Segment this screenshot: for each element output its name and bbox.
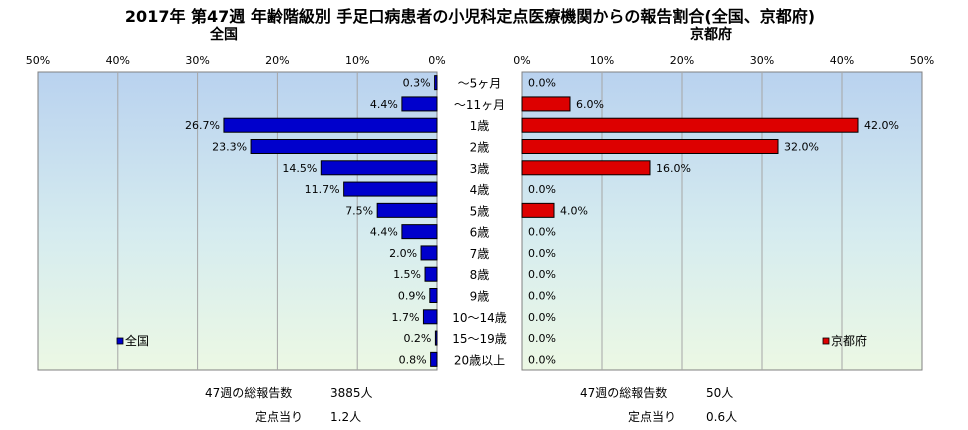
kyoto-legend-swatch [822,337,830,345]
kyoto-data-label: 0.0% [528,183,556,196]
kyoto-per-site-value: 0.6人 [706,410,738,424]
national-bar [401,224,438,240]
kyoto-data-label: 0.0% [528,290,556,303]
kyoto-data-label: 0.0% [528,77,556,90]
category-label: 7歳 [470,247,490,261]
category-label: 3歳 [470,162,490,176]
national-bar [434,330,438,346]
kyoto-data-label: 0.0% [528,268,556,281]
kyoto-bar [521,202,555,218]
national-panel-title: 全国 [210,27,238,43]
category-label: 4歳 [470,183,490,197]
kyoto-tick-label: 0% [513,54,530,67]
kyoto-data-label: 0.0% [528,226,556,239]
national-tick-label: 10% [345,54,369,67]
national-bar [420,245,438,261]
kyoto-data-label: 4.0% [560,204,588,217]
national-bar [320,160,438,176]
category-label: 20歳以上 [454,353,505,367]
kyoto-data-label: 16.0% [656,162,691,175]
kyoto-tick-label: 10% [590,54,614,67]
kyoto-data-label: 0.0% [528,247,556,260]
national-total-label: 47週の総報告数 [205,386,293,400]
national-bar [343,181,438,197]
kyoto-data-label: 0.0% [528,353,556,366]
category-label: 6歳 [470,226,490,240]
national-plot-area [37,71,438,371]
national-data-label: 11.7% [305,183,340,196]
kyoto-legend-label: 京都府 [831,333,867,348]
category-label: ～11ヶ月 [454,98,505,112]
chart-title: 2017年 第47週 年齢階級別 手足口病患者の小児科定点医療機関からの報告割合… [124,7,816,26]
national-tick-label: 30% [185,54,209,67]
national-data-label: 0.3% [403,77,431,90]
kyoto-bar [521,139,779,154]
kyoto-tick-label: 30% [750,54,774,67]
kyoto-data-label: 42.0% [864,119,899,132]
national-bar [430,351,438,367]
kyoto-data-label: 0.0% [528,311,556,324]
national-data-label: 4.4% [370,98,398,111]
national-data-label: 26.7% [185,119,220,132]
national-data-label: 14.5% [282,162,317,175]
national-tick-label: 20% [265,54,289,67]
kyoto-data-label: 6.0% [576,98,604,111]
kyoto-tick-label: 20% [670,54,694,67]
national-data-label: 0.2% [403,332,431,345]
kyoto-tick-label: 40% [830,54,854,67]
national-data-label: 4.4% [370,226,398,239]
national-data-label: 2.0% [389,247,417,260]
national-data-label: 0.9% [398,290,426,303]
category-label: 5歳 [470,204,490,218]
kyoto-per-site-label: 定点当り [628,410,677,424]
kyoto-bar [521,160,651,176]
kyoto-total-label: 47週の総報告数 [580,386,668,400]
national-per-site-label: 定点当り [255,410,304,424]
national-legend-swatch [116,337,124,345]
national-bar [401,96,438,112]
national-tick-label: 40% [106,54,130,67]
national-data-label: 7.5% [345,204,373,217]
national-bar [376,202,438,218]
category-label: 15～19歳 [452,332,507,346]
national-bar [223,117,438,133]
category-label: 1歳 [470,119,490,133]
category-label: 10～14歳 [452,311,507,325]
national-bar [250,139,438,154]
national-data-label: 23.3% [212,141,247,154]
kyoto-data-label: 32.0% [784,141,819,154]
category-label: 2歳 [470,141,490,155]
kyoto-total-value: 50人 [706,386,734,400]
national-bar [424,266,438,282]
national-per-site-value: 1.2人 [330,410,362,424]
national-bar [422,309,438,325]
national-data-label: 1.7% [391,311,419,324]
kyoto-data-label: 0.0% [528,332,556,345]
national-bar [429,288,438,303]
category-label: ～5ヶ月 [458,77,502,91]
category-label: 8歳 [470,268,490,282]
national-tick-label: 50% [26,54,50,67]
national-tick-label: 0% [428,54,445,67]
national-bar [434,75,438,91]
national-data-label: 0.8% [399,353,427,366]
kyoto-plot-area [521,71,923,371]
national-total-value: 3885人 [330,386,373,400]
kyoto-bar [521,96,571,112]
national-legend-label: 全国 [125,333,149,348]
category-label: 9歳 [470,290,490,304]
kyoto-panel-title: 京都府 [690,27,732,43]
national-data-label: 1.5% [393,268,421,281]
kyoto-bar [521,117,859,133]
kyoto-tick-label: 50% [910,54,934,67]
